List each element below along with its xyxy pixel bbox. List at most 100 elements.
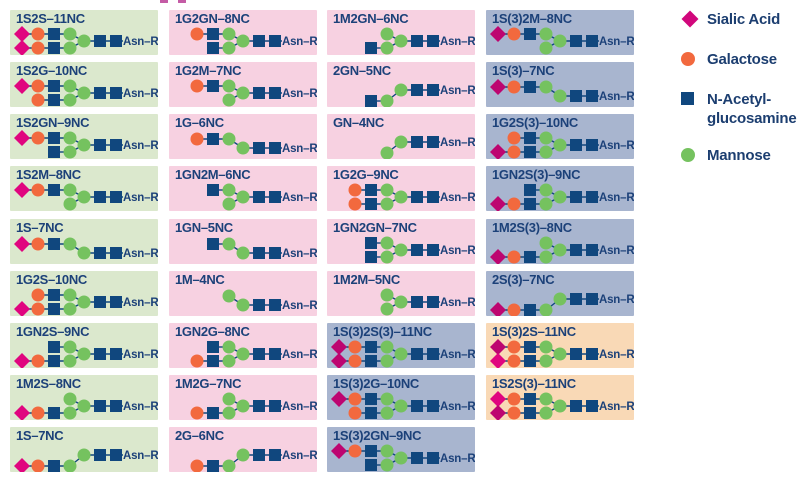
glycan-card-label: 1G–6NC [175,115,224,130]
mannose-icon [236,34,250,48]
sialic-acid-2-3-icon [490,405,506,420]
n-acetylglucosamine-icon [365,95,377,107]
glycan-card-label: 1S2G–10NC [16,63,88,78]
n-acetylglucosamine-icon [586,35,598,47]
glycan-card-label: 1S(3)2GN–9NC [333,428,422,443]
galactose-icon [31,183,45,197]
sialic-acid-icon [14,405,30,420]
glycan-card-label: 1M2GN–6NC [333,11,409,26]
n-acetylglucosamine-icon [269,348,281,360]
galactose-icon [348,197,362,211]
n-acetylglucosamine-icon [570,191,582,203]
n-acetylglucosamine-icon [524,81,536,93]
mannose-icon [380,236,394,250]
n-acetylglucosamine-icon [48,460,60,472]
mannose-icon [394,399,408,413]
n-acetylglucosamine-icon [365,393,377,405]
n-acetylglucosamine-icon [94,348,106,360]
mannose-icon [539,27,553,41]
glycan-card: 1S(3)2S–11NC Asn–R [486,323,634,368]
mannose-icon [394,135,408,149]
mannose-icon [539,354,553,368]
mannose-icon [380,354,394,368]
glycan-card: 1G2S(3)–10NC Asn–R [486,114,634,159]
galactose-icon [507,406,521,420]
n-acetylglucosamine-icon [253,247,265,259]
n-acetylglucosamine-icon [269,247,281,259]
mannose-icon [553,138,567,152]
glycan-card: 1S(3)2GN–9NC Asn–R [327,427,475,472]
n-acetylglucosamine-icon [269,35,281,47]
mannose-icon [380,392,394,406]
glycan-structure: Asn–R [490,391,634,420]
mannose-icon [236,399,250,413]
n-acetylglucosamine-icon [207,184,219,196]
asn-r-label: Asn–R [599,245,634,257]
sialic-acid-icon [14,78,30,94]
n-acetylglucosamine-icon [427,136,439,148]
sialic-acid-icon [14,26,30,42]
n-acetylglucosamine-icon [207,355,219,367]
glycan-structure: Asn–R [331,391,475,420]
n-acetylglucosamine-icon [48,238,60,250]
mannose-icon [380,41,394,55]
n-acetylglucosamine-icon [207,28,219,40]
n-acetylglucosamine-icon [48,341,60,353]
n-acetylglucosamine-icon [48,132,60,144]
mannose-icon [222,79,236,93]
legend-item-label: N-Acetyl-glucosamine [707,91,797,127]
mannose-icon [380,197,394,211]
mannose-icon [553,243,567,257]
n-acetylglucosamine-icon [570,244,582,256]
mannose-icon [394,451,408,465]
glycan-structure: Asn–R [222,289,317,312]
n-acetylglucosamine-icon [411,296,423,308]
glycan-structure: Asn–R [190,448,317,472]
n-acetylglucosamine-icon [94,400,106,412]
glycan-card-label: 1G2GN–8NC [175,11,250,26]
n-acetylglucosamine-icon [48,303,60,315]
galactose-icon [31,131,45,145]
galactose-icon [507,392,521,406]
asn-r-label: Asn–R [282,401,317,413]
legend-item-mannose: Mannose [681,146,771,165]
mannose-icon [553,34,567,48]
glycan-card: 1GN2S(3)–9NC Asn–R [486,166,634,211]
glycan-structure: Asn–R [348,183,475,211]
galactose-icon [507,250,521,264]
mannose-icon [380,288,394,302]
glycan-card-label: 1G2S(3)–10NC [492,115,578,130]
n-acetylglucosamine-icon [586,139,598,151]
n-acetylglucosamine-icon [365,251,377,263]
asn-r-label: Asn–R [599,401,634,413]
n-acetylglucosamine-icon [94,35,106,47]
n-acetylglucosamine-icon [110,348,122,360]
mannose-icon [539,80,553,94]
sialic-acid-2-3-icon [490,339,506,355]
glycan-card: GN–4NC Asn–R [327,114,475,159]
glycan-card-label: 1M–4NC [175,272,225,287]
glycan-structure: Asn–R [331,339,475,368]
n-acetylglucosamine-icon [427,191,439,203]
asn-r-label: Asn–R [123,36,158,48]
glycan-card: 1GN2S–9NC Asn–R [10,323,158,368]
mannose-icon [394,34,408,48]
sialic-acid-2-3-icon [331,443,347,459]
n-acetylglucosamine-icon [411,191,423,203]
glycan-structure: Asn–R [14,448,158,472]
mannose-icon [222,27,236,41]
sialic-acid-2-3-icon [490,26,506,42]
asn-r-label: Asn–R [282,143,317,155]
n-acetylglucosamine-icon [269,142,281,154]
legend-item-n-acetylglucosamine: N-Acetyl-glucosamine [681,90,797,128]
mannose-icon [77,295,91,309]
legend-item-galactose: Galactose [681,50,777,69]
glycan-structure: Asn–R [380,288,475,316]
mannose-icon [77,190,91,204]
mannose-icon [63,406,77,420]
glycan-card: 1M2G–7NC Asn–R [169,375,317,420]
legend: Sialic Acid Galactose N-Acetyl-glucosamine… [681,0,799,200]
mannose-icon [77,399,91,413]
n-acetylglucosamine-icon [94,191,106,203]
